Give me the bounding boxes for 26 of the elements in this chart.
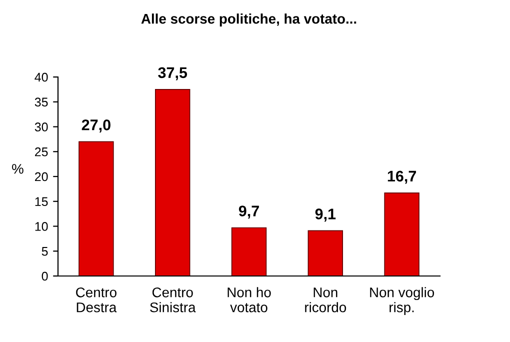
- x-tick-label: Non ricordo: [305, 288, 346, 312]
- data-label: 27,0: [82, 120, 110, 133]
- y-tick-label: 40: [34, 72, 48, 82]
- bar: [308, 230, 344, 276]
- y-axis-title: %: [12, 164, 24, 174]
- y-tick-label: 30: [34, 122, 48, 132]
- bar: [384, 192, 420, 276]
- data-label: 37,5: [158, 67, 188, 80]
- x-tick-label: Centro Destra: [76, 287, 117, 312]
- data-label: 9,1: [315, 208, 336, 222]
- y-tick-label: 10: [35, 222, 48, 231]
- bar: [154, 89, 190, 276]
- y-tick-label: 20: [35, 172, 48, 182]
- bar: [231, 227, 267, 276]
- y-tick-label: 15: [35, 197, 48, 206]
- y-tick-label: 0: [42, 272, 48, 281]
- y-tick-label: 25: [35, 147, 48, 156]
- x-tick-label: Centro Sinistra: [150, 287, 196, 312]
- bar: [78, 141, 114, 276]
- y-tick-label: 5: [42, 247, 48, 256]
- data-label: 9,7: [238, 206, 259, 219]
- chart-title: Alle scorse politiche, ha votato...: [141, 14, 356, 26]
- x-tick-label: Non ho votato: [228, 287, 271, 312]
- x-tick-label: Non voglio risp.: [370, 287, 434, 316]
- y-tick-label: 35: [34, 98, 48, 107]
- data-label: 16,7: [388, 170, 416, 184]
